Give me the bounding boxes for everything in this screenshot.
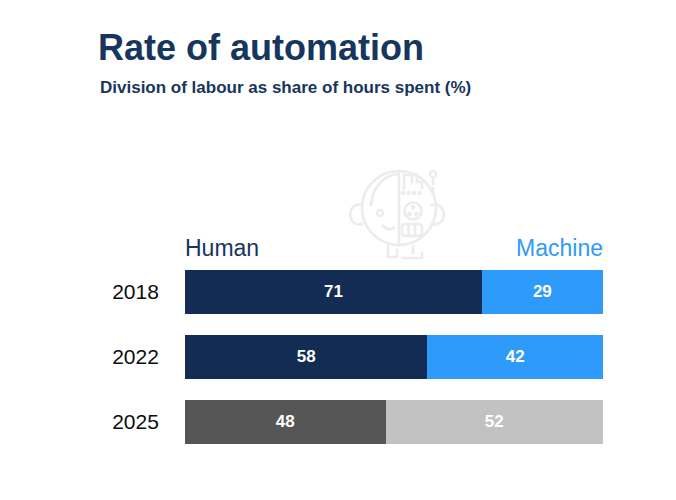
legend-machine-label: Machine <box>516 236 603 260</box>
human-value-label: 48 <box>276 412 295 432</box>
machine-bar-segment: 42 <box>427 335 603 379</box>
stacked-bar: 71 29 <box>185 270 603 314</box>
human-bar-segment: 58 <box>185 335 427 379</box>
human-bar-segment: 48 <box>185 400 386 444</box>
chart-legend: Human Machine <box>185 236 603 260</box>
year-label: 2022 <box>100 345 185 369</box>
bar-row-2018: 2018 71 29 <box>100 270 603 314</box>
human-value-label: 71 <box>324 282 343 302</box>
stacked-bar: 48 52 <box>185 400 603 444</box>
legend-human-label: Human <box>185 236 259 260</box>
page-subtitle: Division of labour as share of hours spe… <box>100 78 471 98</box>
machine-value-label: 42 <box>506 347 525 367</box>
human-value-label: 58 <box>297 347 316 367</box>
human-bar-segment: 71 <box>185 270 482 314</box>
year-label: 2018 <box>100 280 185 304</box>
bar-row-2025: 2025 48 52 <box>100 400 603 444</box>
year-label: 2025 <box>100 410 185 434</box>
machine-bar-segment: 29 <box>482 270 603 314</box>
automation-bar-chart: Human Machine 2018 71 29 2022 58 42 <box>100 236 603 444</box>
slide: Rate of automation Division of labour as… <box>0 0 676 500</box>
machine-bar-segment: 52 <box>386 400 603 444</box>
bar-row-2022: 2022 58 42 <box>100 335 603 379</box>
stacked-bar: 58 42 <box>185 335 603 379</box>
machine-value-label: 52 <box>485 412 504 432</box>
machine-value-label: 29 <box>533 282 552 302</box>
page-title: Rate of automation <box>98 28 424 68</box>
